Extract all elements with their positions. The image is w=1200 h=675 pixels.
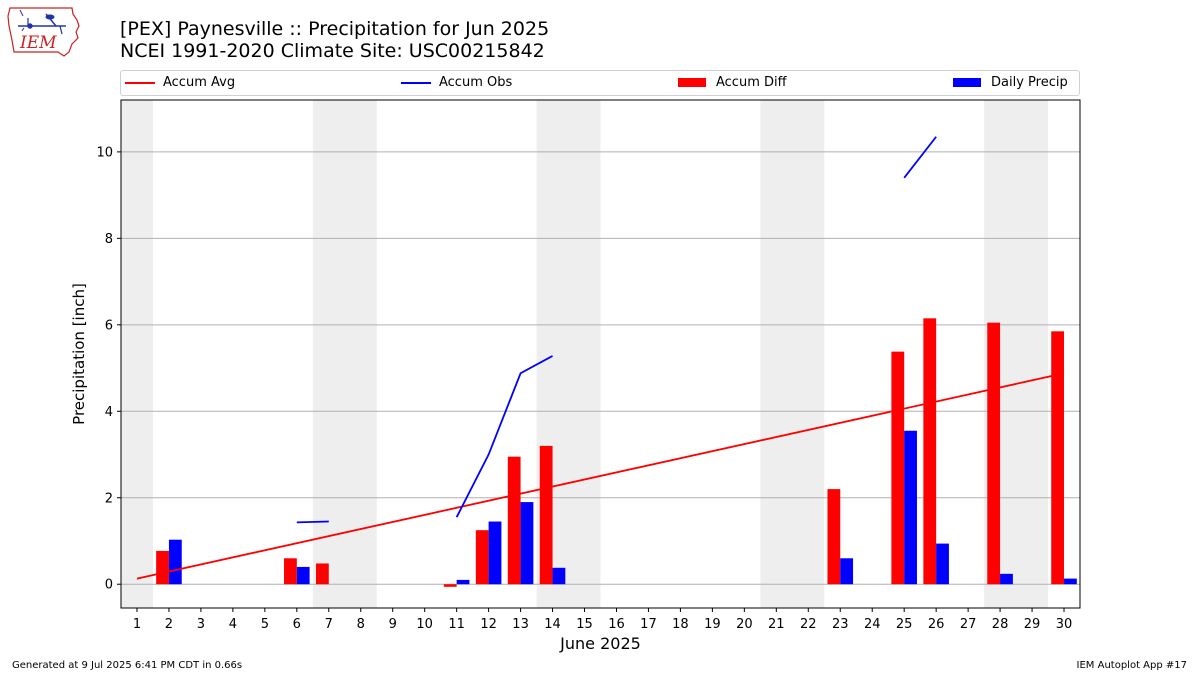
daily-precip-bar: [296, 566, 310, 585]
x-tick-label: 19: [704, 617, 721, 632]
logo-text: IEM: [19, 33, 57, 53]
x-tick-label: 16: [608, 617, 625, 632]
accum-obs-line: [903, 136, 937, 179]
x-tick-label: 20: [736, 617, 753, 632]
daily-precip-bar: [168, 539, 182, 585]
x-tick-label: 4: [229, 617, 237, 632]
legend-item-accum-obs: Accum Obs: [401, 74, 512, 92]
x-tick-label: 30: [1056, 617, 1073, 632]
footer-app: IEM Autoplot App #17: [1076, 660, 1187, 671]
accum-diff-bar: [475, 530, 489, 585]
legend-swatch: [678, 78, 706, 87]
daily-precip-bar: [840, 558, 854, 585]
accum-diff-bar: [284, 558, 297, 585]
accum-diff-bar: [987, 322, 1001, 585]
daily-precip-bar: [552, 567, 566, 585]
x-tick-label: 29: [1024, 617, 1041, 632]
accum-diff-bar: [891, 351, 905, 585]
legend-item-daily-precip: Daily Precip: [953, 74, 1068, 92]
accum-diff-bar: [156, 550, 169, 585]
iem-logo: IEM: [7, 7, 80, 57]
legend-swatch: [401, 81, 431, 84]
x-tick-label: 26: [928, 617, 945, 632]
chart-legend: Accum Avg Accum Obs Accum Diff Daily Pre…: [120, 70, 1080, 96]
accum-diff-bar: [443, 584, 457, 587]
y-tick-label: 2: [105, 491, 113, 506]
accum-diff-bar: [507, 456, 521, 585]
weekend-band: [760, 100, 825, 608]
x-tick-label: 9: [389, 617, 397, 632]
iowa-outline-icon: [7, 7, 80, 57]
accum-diff-bar: [1051, 331, 1065, 585]
accum-obs-line: [296, 520, 329, 524]
x-tick-label: 10: [416, 617, 433, 632]
daily-precip-bar: [936, 543, 949, 585]
daily-precip-bar: [1064, 578, 1077, 585]
footer-generated: Generated at 9 Jul 2025 6:41 PM CDT in 0…: [12, 660, 243, 671]
accum-obs-line: [455, 355, 553, 518]
x-tick-label: 12: [480, 617, 497, 632]
y-tick-label: 10: [96, 145, 113, 160]
y-axis-label: Precipitation [inch]: [70, 283, 88, 425]
legend-item-accum-avg: Accum Avg: [125, 74, 235, 92]
x-tick-label: 3: [197, 617, 205, 632]
legend-swatch: [953, 78, 981, 87]
x-axis-label: June 2025: [559, 634, 641, 653]
x-tick-label: 5: [261, 617, 269, 632]
accum-diff-bar: [315, 563, 329, 585]
x-tick-label: 11: [448, 617, 465, 632]
weekend-band: [312, 100, 377, 608]
y-tick-label: 0: [105, 578, 113, 593]
x-tick-label: 21: [768, 617, 785, 632]
legend-label: Accum Obs: [439, 75, 513, 90]
x-tick-label: 7: [325, 617, 333, 632]
x-tick-label: 1: [133, 617, 141, 632]
y-tick-label: 8: [105, 232, 113, 247]
x-tick-label: 28: [992, 617, 1009, 632]
daily-precip-bar: [488, 521, 502, 585]
weather-station-icon: [18, 9, 66, 35]
x-tick-label: 8: [357, 617, 365, 632]
chart-title: [PEX] Paynesville :: Precipitation for J…: [120, 18, 550, 40]
x-tick-label: 6: [293, 617, 301, 632]
legend-label: Accum Avg: [163, 75, 236, 90]
x-tick-label: 23: [832, 617, 849, 632]
x-tick-label: 18: [672, 617, 689, 632]
daily-precip-bar: [456, 579, 470, 585]
legend-item-accum-diff: Accum Diff: [678, 74, 787, 92]
y-tick-label: 4: [105, 405, 113, 420]
weekend-band: [121, 100, 153, 608]
x-tick-label: 27: [960, 617, 977, 632]
x-tick-label: 14: [544, 617, 561, 632]
legend-swatch: [125, 81, 155, 84]
x-tick-label: 22: [800, 617, 817, 632]
legend-label: Daily Precip: [991, 75, 1068, 90]
x-tick-label: 15: [576, 617, 593, 632]
legend-label: Accum Diff: [716, 75, 787, 90]
x-tick-label: 25: [896, 617, 913, 632]
daily-precip-bar: [520, 502, 534, 585]
daily-precip-bar: [1000, 573, 1013, 585]
accum-diff-bar: [827, 489, 841, 585]
y-tick-label: 6: [105, 318, 113, 333]
accum-avg-line: [136, 372, 1065, 580]
x-tick-label: 13: [512, 617, 529, 632]
x-tick-label: 17: [640, 617, 657, 632]
plot-frame: [120, 99, 1081, 609]
x-tick-label: 2: [165, 617, 173, 632]
chart-subtitle: NCEI 1991-2020 Climate Site: USC00215842: [120, 40, 545, 62]
daily-precip-bar: [904, 430, 917, 585]
x-tick-label: 24: [864, 617, 881, 632]
accum-diff-bar: [923, 318, 937, 585]
accum-diff-bar: [539, 445, 553, 585]
